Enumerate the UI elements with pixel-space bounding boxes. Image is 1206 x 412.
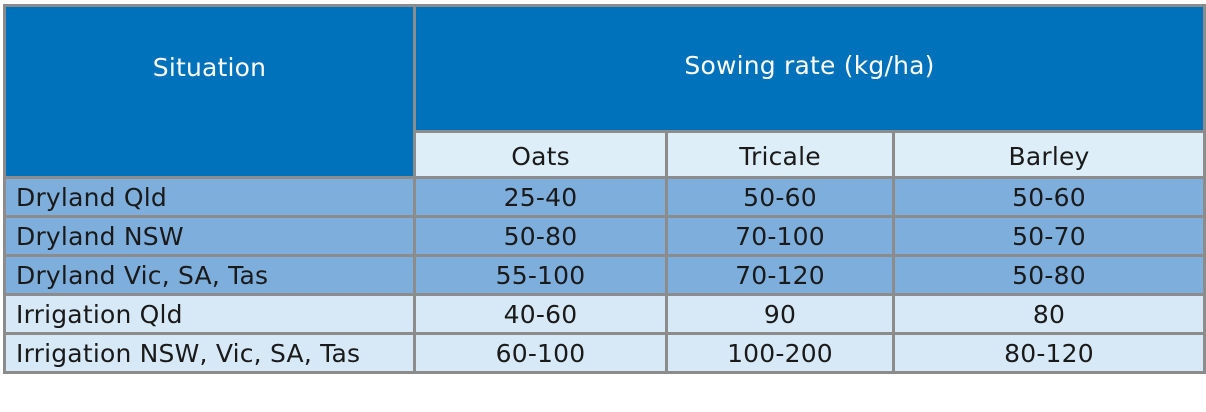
header-row: Situation Sowing rate (kg/ha) [3,4,1206,179]
table-row: Irrigation NSW, Vic, SA, Tas 60-100 100-… [3,332,1206,374]
oats-cell: 60-100 [413,332,668,374]
oats-cell: 50-80 [413,215,668,257]
table-row: Dryland Vic, SA, Tas 55-100 70-120 50-80 [3,254,1206,296]
situation-cell: Dryland Qld [3,176,416,218]
tricale-cell: 70-100 [665,215,895,257]
oats-cell: 40-60 [413,293,668,335]
table-row: Dryland Qld 25-40 50-60 50-60 [3,176,1206,218]
situation-cell: Irrigation Qld [3,293,416,335]
tricale-cell: 50-60 [665,176,895,218]
barley-cell: 80 [891,293,1206,335]
crop-header-row: Oats Tricale Barley [5,130,1206,179]
table-row: Irrigation Qld 40-60 90 80 [3,293,1206,335]
oats-cell: 55-100 [413,254,668,296]
oats-cell: 25-40 [413,176,668,218]
crop-header-tricale: Tricale [665,130,895,179]
sowing-rate-table: Situation Sowing rate (kg/ha) Oats Trica… [3,4,1206,374]
crop-header-barley: Barley [891,130,1206,179]
situation-cell: Dryland NSW [3,215,416,257]
sowing-rate-table-container: Situation Sowing rate (kg/ha) Oats Trica… [3,4,1206,374]
crop-header-oats: Oats [413,130,668,179]
tricale-cell: 70-120 [665,254,895,296]
table-row: Dryland NSW 50-80 70-100 50-70 [3,215,1206,257]
situation-cell: Irrigation NSW, Vic, SA, Tas [3,332,416,374]
barley-cell: 80-120 [891,332,1206,374]
situation-header: Situation [3,4,416,179]
situation-cell: Dryland Vic, SA, Tas [3,254,416,296]
barley-cell: 50-70 [891,215,1206,257]
sowing-rate-header: Sowing rate (kg/ha) [412,4,1206,133]
tricale-cell: 90 [665,293,895,335]
barley-cell: 50-80 [891,254,1206,296]
tricale-cell: 100-200 [665,332,895,374]
barley-cell: 50-60 [891,176,1206,218]
